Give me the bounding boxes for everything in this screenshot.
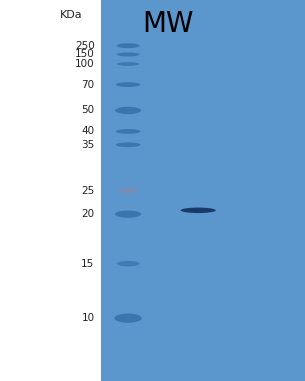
Ellipse shape	[116, 142, 141, 147]
Text: 20: 20	[81, 209, 95, 219]
FancyBboxPatch shape	[101, 0, 305, 381]
Ellipse shape	[117, 261, 140, 266]
Ellipse shape	[114, 314, 142, 323]
Ellipse shape	[116, 129, 141, 134]
Ellipse shape	[115, 107, 141, 114]
Text: 70: 70	[81, 80, 95, 90]
Text: 15: 15	[81, 259, 95, 269]
Text: 250: 250	[75, 41, 95, 51]
Ellipse shape	[181, 208, 216, 213]
Text: KDa: KDa	[60, 10, 82, 19]
Ellipse shape	[116, 82, 140, 87]
Ellipse shape	[117, 43, 140, 48]
Text: 100: 100	[75, 59, 95, 69]
Ellipse shape	[115, 210, 141, 218]
Ellipse shape	[117, 187, 139, 194]
Text: 10: 10	[81, 313, 95, 323]
Ellipse shape	[117, 62, 140, 66]
Text: 35: 35	[81, 140, 95, 150]
Text: 40: 40	[81, 126, 95, 136]
Text: 25: 25	[81, 186, 95, 195]
Text: MW: MW	[142, 10, 193, 37]
Text: 50: 50	[81, 106, 95, 115]
Ellipse shape	[117, 53, 140, 56]
Text: 150: 150	[75, 50, 95, 59]
